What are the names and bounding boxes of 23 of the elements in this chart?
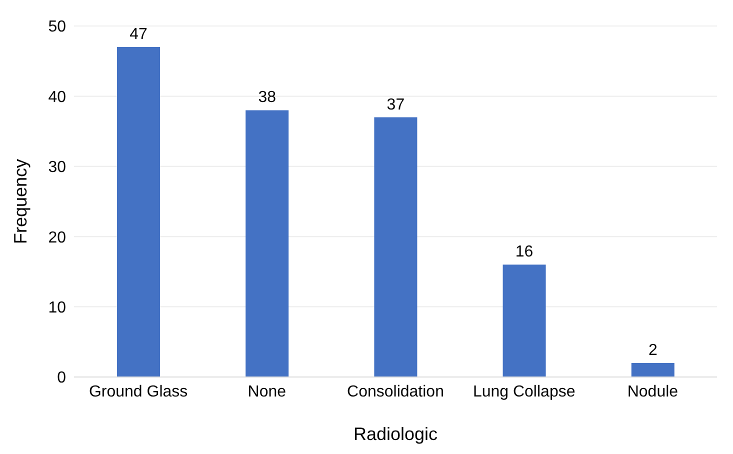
y-tick-label: 0 [57,370,66,387]
y-tick-label: 40 [48,88,66,106]
y-tick-label: 10 [48,299,66,316]
x-tick-label: Consolidation [347,383,444,400]
x-tick-label: Nodule [627,383,678,400]
y-axis-title: Frequency [10,158,30,244]
data-label: 47 [130,26,148,44]
y-tick-label: 50 [48,18,66,36]
x-axis-title: Radiologic [353,424,438,444]
data-label: 38 [258,89,276,106]
y-tick-label: 30 [48,159,66,176]
bar [631,362,674,377]
x-tick-label: None [248,383,286,400]
bar [502,264,546,377]
bar [374,117,418,377]
bar [246,110,289,377]
bar [117,47,160,377]
x-tick-label: Lung Collapse [472,383,576,400]
x-tick-label: Ground Glass [88,383,188,400]
data-label: 37 [386,96,405,114]
data-label: 2 [648,342,658,359]
data-label: 16 [515,244,534,261]
y-tick-label: 20 [48,229,66,246]
